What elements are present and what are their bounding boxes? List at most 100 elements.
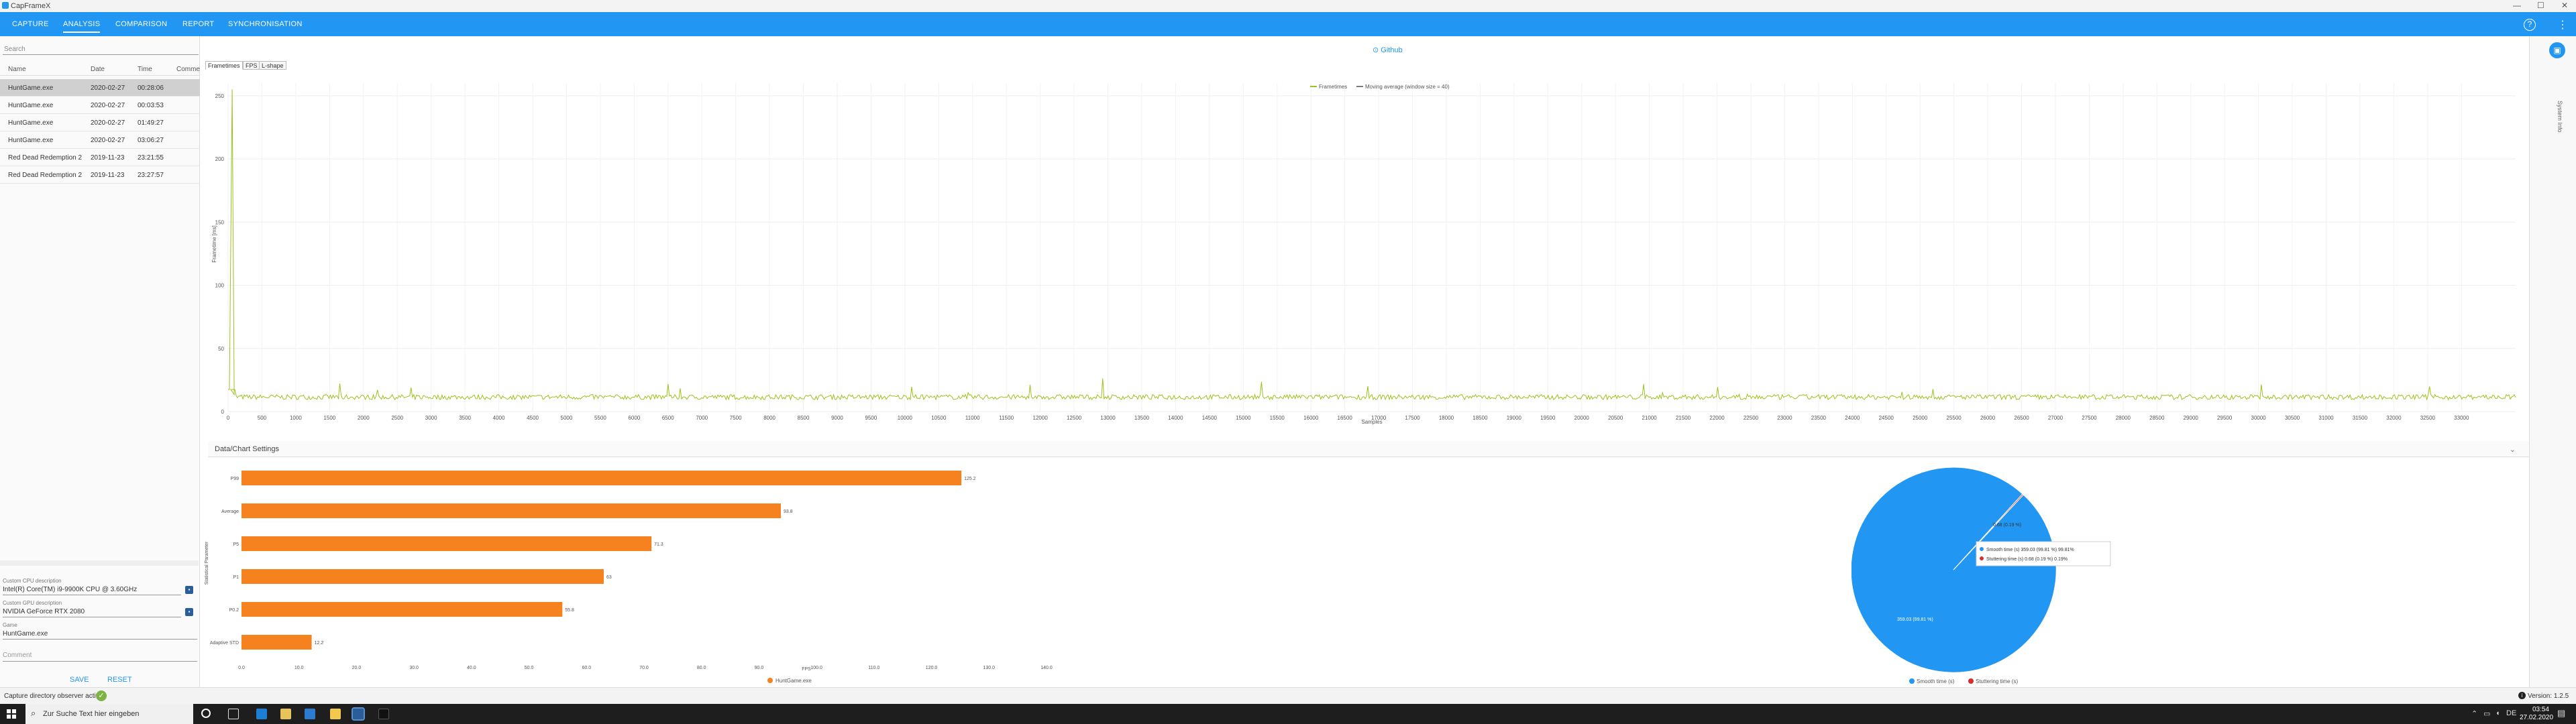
github-link[interactable]: ⊙ Github: [1373, 46, 1403, 54]
bar: [241, 536, 652, 551]
cpu-description-field[interactable]: Intel(R) Core(TM) i9-9900K CPU @ 3.60GHz: [3, 586, 138, 593]
frametime-plot-area: [228, 83, 2516, 412]
language-indicator[interactable]: DE: [2506, 709, 2517, 717]
x-tick-label: 15500: [1270, 415, 1285, 421]
right-sidebar: System Info: [2529, 36, 2576, 687]
x-tick-label: 11000: [965, 415, 980, 421]
x-tick-label: 29000: [2184, 415, 2199, 421]
task-view-icon[interactable]: [228, 709, 239, 719]
x-tick-label: 4000: [493, 415, 505, 421]
chevron-down-icon[interactable]: ⌄: [2509, 446, 2516, 454]
y-tick-label: 50: [218, 346, 224, 352]
comment-field[interactable]: Comment: [3, 652, 32, 659]
table-row[interactable]: Red Dead Redemption 2 2019-11-23 23:27:5…: [0, 166, 200, 184]
cpu-description-label: Custom CPU description: [3, 578, 62, 584]
notification-icon[interactable]: ▤: [2557, 708, 2566, 718]
store-icon[interactable]: [280, 709, 291, 719]
cortana-icon[interactable]: [201, 709, 211, 718]
column-time[interactable]: Time: [138, 66, 152, 73]
bar-x-tick-label: 50.0: [525, 666, 534, 670]
mail-icon[interactable]: [305, 709, 315, 719]
x-tick-label: 21500: [1676, 415, 1691, 421]
taskbar-search-input[interactable]: ⌕ Zur Suche Text hier eingeben: [25, 704, 193, 724]
x-tick-label: 24000: [1845, 415, 1860, 421]
x-tick-label: 1000: [290, 415, 302, 421]
windows-start-icon[interactable]: [7, 709, 16, 719]
volume-icon[interactable]: ◖: [2496, 709, 2500, 717]
gpu-save-icon[interactable]: ▪: [185, 608, 193, 616]
table-row[interactable]: HuntGame.exe 2020-02-27 01:49:27: [0, 114, 200, 131]
bar-legend-swatch: [767, 678, 773, 683]
bar: [241, 503, 781, 518]
column-date[interactable]: Date: [91, 66, 105, 73]
x-tick-label: 28000: [2116, 415, 2131, 421]
x-tick-label: 5500: [594, 415, 606, 421]
bar-x-ticks: 0.0 10.0 20.0 30.0 40.0 50.0 60.0 70.0 80.0 90.0 1…: [238, 666, 1053, 670]
bar-x-tick-label: 130.0: [983, 666, 996, 670]
x-tick-label: 13000: [1100, 415, 1116, 421]
x-tick-label: 6000: [628, 415, 640, 421]
maximize-button[interactable]: ☐: [2537, 1, 2544, 10]
x-tick-label: 22500: [1743, 415, 1759, 421]
gpu-description-label: Custom GPU description: [3, 600, 62, 606]
x-tick-label: 27500: [2082, 415, 2097, 421]
x-tick-label: 19500: [1540, 415, 1556, 421]
reset-button[interactable]: RESET: [107, 676, 132, 684]
frametime-x-axis-label: Samples: [1361, 419, 1382, 425]
tab-synchronisation[interactable]: SYNCHRONISATION: [228, 20, 303, 28]
minimize-button[interactable]: —: [2513, 1, 2521, 10]
save-button[interactable]: SAVE: [70, 676, 89, 684]
column-comment[interactable]: Comme: [176, 66, 201, 73]
tab-fps[interactable]: FPS: [243, 61, 260, 70]
bar-x-tick-label: 10.0: [294, 666, 304, 670]
help-icon[interactable]: ?: [2524, 19, 2536, 31]
capframex-taskbar-icon[interactable]: [352, 707, 365, 721]
table-row[interactable]: HuntGame.exe 2020-02-27 00:03:53: [0, 97, 200, 114]
x-tick-label: 3000: [425, 415, 437, 421]
x-tick-label: 18000: [1439, 415, 1454, 421]
chart-settings-bar[interactable]: Data/Chart Settings ⌄: [208, 441, 2529, 457]
column-name[interactable]: Name: [8, 66, 26, 73]
file-explorer-icon[interactable]: [330, 709, 341, 719]
record-icon[interactable]: ▣: [2549, 42, 2565, 58]
game-name-field[interactable]: HuntGame.exe: [3, 630, 48, 638]
x-tick-label: 2000: [358, 415, 370, 421]
tab-l-shape[interactable]: L-shape: [259, 61, 286, 70]
terminal-icon[interactable]: [378, 709, 389, 719]
bar-category-label: Average: [221, 509, 239, 514]
tab-report[interactable]: REPORT: [182, 20, 215, 28]
table-row[interactable]: HuntGame.exe 2020-02-27 03:06:27: [0, 131, 200, 149]
x-tick-label: 5000: [561, 415, 573, 421]
gpu-description-field[interactable]: NVIDIA GeForce RTX 2080: [3, 608, 85, 615]
more-options-icon[interactable]: ⋮: [2557, 19, 2568, 31]
x-tick-label: 23500: [1811, 415, 1827, 421]
x-tick-label: 31500: [2353, 415, 2368, 421]
network-icon[interactable]: ▭: [2483, 710, 2491, 718]
table-row[interactable]: HuntGame.exe 2020-02-27 00:28:06: [0, 79, 200, 97]
system-info-toggle[interactable]: System Info: [2557, 101, 2563, 133]
x-tick-label: 30500: [2285, 415, 2300, 421]
edge-icon[interactable]: [256, 709, 267, 719]
x-tick-label: 9000: [831, 415, 843, 421]
tab-comparison[interactable]: COMPARISON: [115, 20, 168, 28]
table-row[interactable]: Red Dead Redemption 2 2019-11-23 23:21:5…: [0, 149, 200, 166]
tray-chevron-icon[interactable]: ⌃: [2471, 710, 2478, 718]
close-button[interactable]: ✕: [2561, 1, 2569, 10]
frametime-x-ticks: 0 500 1000 1500 2000 2500 3000 3500 4000 4500 5000…: [227, 415, 2469, 421]
bar-category-label: P5: [233, 542, 239, 547]
statistics-bar-chart: P99 125.2 Average 93.8 P5 71.3 P1 63 P0.2 55.8 Ada…: [205, 471, 1053, 684]
bar-x-tick-label: 90.0: [755, 666, 764, 670]
tab-frametimes[interactable]: Frametimes: [205, 61, 243, 70]
cpu-save-icon[interactable]: ▪: [185, 586, 193, 594]
taskbar-clock[interactable]: 03:54 27.02.2020: [2520, 706, 2554, 721]
tab-analysis[interactable]: ANALYSIS: [63, 20, 101, 33]
bar-value-label: 63: [606, 575, 612, 580]
tab-capture[interactable]: CAPTURE: [12, 20, 49, 28]
x-tick-label: 12000: [1033, 415, 1049, 421]
x-tick-label: 29500: [2217, 415, 2233, 421]
horizontal-scrollbar[interactable]: [0, 560, 199, 566]
comment-field-underline: [3, 661, 197, 662]
x-tick-label: 11500: [999, 415, 1014, 421]
search-input[interactable]: Search: [3, 46, 199, 55]
x-tick-label: 4500: [527, 415, 539, 421]
